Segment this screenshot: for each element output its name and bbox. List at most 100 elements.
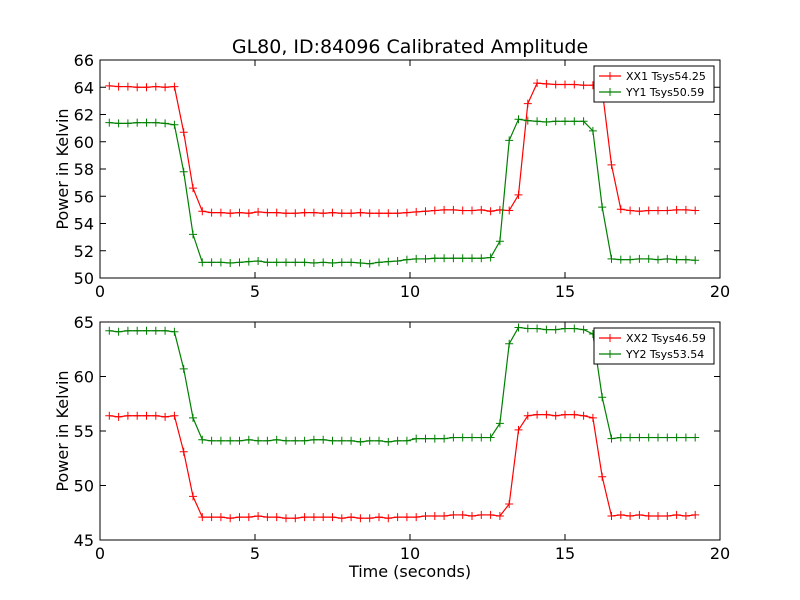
y-tick-label-0-5: 60 <box>74 133 94 152</box>
data-point-0-0-55 <box>616 205 625 214</box>
y-axis-label-1: Power in Kelvin <box>53 370 72 491</box>
y-tick-label-0-6: 62 <box>74 106 94 125</box>
data-point-1-1-25 <box>337 436 346 445</box>
y-tick-label-1-3: 60 <box>74 368 94 387</box>
data-point-1-0-39 <box>468 512 476 521</box>
data-point-0-0-37 <box>449 205 458 214</box>
data-point-0-0-16 <box>254 207 263 216</box>
x-tick-label-0-1: 5 <box>250 282 260 301</box>
data-point-1-0-54 <box>607 512 616 521</box>
data-point-0-1-41 <box>486 253 495 262</box>
data-point-1-1-38 <box>458 433 467 442</box>
data-point-0-0-32 <box>402 208 411 217</box>
data-point-0-0-60 <box>663 206 672 215</box>
data-point-1-1-24 <box>328 436 337 445</box>
data-point-0-1-40 <box>477 254 486 263</box>
x-tick-label-0-3: 15 <box>555 282 575 301</box>
panel-top: 0 5 10 15 20 50 52 54 56 58 60 62 64 66 Power in Kelvi… <box>53 51 730 301</box>
data-point-1-0-59 <box>654 512 662 521</box>
data-point-0-0-7 <box>170 82 179 91</box>
series-line-0-1 <box>109 118 696 265</box>
data-point-1-1-12 <box>216 436 225 445</box>
data-point-1-1-16 <box>254 436 263 445</box>
data-point-1-1-56 <box>626 433 635 442</box>
data-point-1-0-46 <box>533 410 542 419</box>
data-point-0-1-21 <box>300 258 309 267</box>
data-point-1-0-27 <box>356 514 365 523</box>
data-point-0-1-29 <box>375 258 383 267</box>
data-point-0-0-40 <box>477 205 486 214</box>
data-point-0-0-9 <box>189 184 197 193</box>
data-point-0-1-10 <box>198 258 207 267</box>
data-point-1-0-30 <box>384 514 393 523</box>
data-point-0-1-30 <box>384 257 393 266</box>
data-point-0-1-49 <box>561 117 569 126</box>
data-point-0-0-54 <box>607 160 616 169</box>
data-point-1-0-51 <box>579 411 588 420</box>
data-point-0-0-56 <box>626 206 635 215</box>
data-point-0-0-34 <box>421 207 430 216</box>
data-point-1-0-6 <box>161 412 170 421</box>
data-point-1-0-60 <box>663 512 672 521</box>
legend-1: XX2 Tsys46.59 YY2 Tsys53.54 <box>593 327 715 365</box>
data-point-1-1-9 <box>189 413 197 422</box>
data-point-0-0-24 <box>328 208 337 217</box>
data-point-1-1-59 <box>654 433 662 442</box>
data-point-1-0-11 <box>207 513 216 522</box>
data-point-0-0-18 <box>272 208 281 217</box>
data-point-0-1-43 <box>505 136 514 145</box>
data-point-1-0-53 <box>598 472 607 481</box>
y-tick-label-1-2: 55 <box>74 422 94 441</box>
data-point-0-1-53 <box>598 203 607 212</box>
y-tick-label-0-3: 56 <box>74 187 94 206</box>
legend-box-0 <box>593 65 715 103</box>
data-point-1-0-63 <box>691 510 700 519</box>
data-point-0-1-38 <box>458 254 467 263</box>
legend-marker-0-0 <box>606 72 614 80</box>
data-point-1-1-33 <box>412 434 421 443</box>
data-point-1-0-2 <box>123 411 132 420</box>
data-point-0-0-23 <box>319 209 328 218</box>
data-point-1-1-1 <box>114 327 123 336</box>
data-point-0-1-25 <box>337 258 346 267</box>
data-point-1-0-26 <box>347 513 356 522</box>
data-point-0-1-0 <box>105 118 114 127</box>
data-point-1-0-22 <box>309 513 318 522</box>
data-point-1-1-27 <box>356 437 365 446</box>
data-point-1-0-61 <box>672 510 681 519</box>
x-tick-label-1-4: 20 <box>710 544 730 563</box>
data-point-0-1-52 <box>588 126 597 135</box>
data-point-1-0-9 <box>189 492 197 501</box>
data-point-0-0-28 <box>365 209 374 218</box>
data-point-0-1-15 <box>244 257 253 266</box>
data-point-1-1-61 <box>672 433 681 442</box>
data-point-1-0-43 <box>505 500 514 509</box>
data-point-0-1-62 <box>681 255 690 264</box>
legend-label-1-1: YY2 Tsys53.54 <box>625 348 704 361</box>
data-point-0-0-22 <box>309 208 318 217</box>
data-point-1-1-50 <box>570 324 579 333</box>
data-point-1-1-7 <box>170 327 179 336</box>
data-point-0-0-27 <box>356 208 365 217</box>
data-point-0-1-45 <box>523 116 532 125</box>
data-point-1-1-40 <box>477 433 486 442</box>
data-point-1-1-19 <box>282 436 290 445</box>
data-point-0-0-2 <box>123 82 132 91</box>
data-point-0-0-49 <box>561 80 569 89</box>
data-point-0-1-57 <box>635 254 644 263</box>
data-point-0-1-48 <box>551 117 560 126</box>
y-tick-label-0-0: 50 <box>74 269 94 288</box>
data-point-1-1-41 <box>486 433 495 442</box>
data-point-0-1-42 <box>495 237 504 246</box>
data-point-0-1-58 <box>644 254 653 263</box>
data-point-1-0-16 <box>254 512 263 521</box>
data-point-1-0-40 <box>477 510 486 519</box>
y-tick-label-0-4: 58 <box>74 160 94 179</box>
data-point-1-1-53 <box>598 393 607 402</box>
data-point-0-1-20 <box>291 258 300 267</box>
data-point-0-0-19 <box>282 209 290 218</box>
data-point-1-1-0 <box>105 326 114 335</box>
data-point-0-0-14 <box>235 208 244 217</box>
data-point-0-0-1 <box>114 82 123 91</box>
